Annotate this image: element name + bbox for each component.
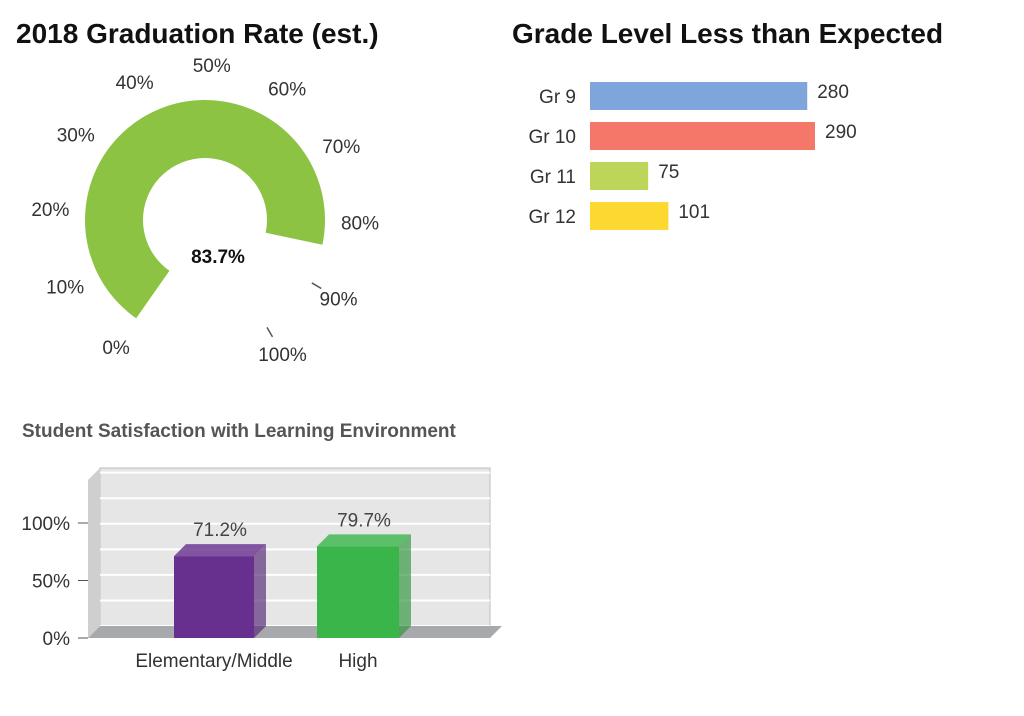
value-label: 101	[678, 202, 710, 223]
column-value-label: 79.7%	[337, 510, 391, 531]
category-label: Gr 12	[528, 207, 576, 228]
gauge-tick-label: 80%	[341, 214, 379, 235]
gauge-tick-mark	[311, 282, 322, 290]
category-label: Elementary/Middle	[135, 651, 292, 672]
column-front	[317, 546, 399, 638]
column-value-label: 71.2%	[193, 520, 247, 541]
satisfaction-bar-chart: 0% 50% 100% 71.2% Elementary/Middle 79.7% High	[21, 467, 502, 672]
grade-level-title: Grade Level Less than Expected	[512, 18, 944, 49]
graduation-rate-gauge: 0% 10% 20% 30% 40% 50% 60% 70% 80% 90% 100% 83.7%	[31, 56, 379, 366]
column-side	[399, 534, 411, 638]
bar	[590, 162, 649, 190]
grade-level-bar-chart: Gr 9 280 Gr 10 290 Gr 11 75 Gr 12 101	[528, 82, 857, 230]
plot-floor	[88, 626, 502, 638]
satisfaction-title: Student Satisfaction with Learning Envir…	[22, 421, 456, 442]
column-top	[174, 544, 266, 557]
column-top	[317, 534, 411, 547]
category-label: Gr 9	[539, 87, 576, 108]
y-tick-label: 0%	[43, 629, 71, 650]
gauge-tick-label: 60%	[268, 80, 306, 101]
column-front	[174, 556, 254, 638]
y-tick-label: 100%	[21, 514, 70, 535]
bar	[590, 202, 669, 230]
column-side	[254, 544, 266, 638]
gauge-tick-label: 70%	[322, 137, 360, 158]
gauge-value-label: 83.7%	[191, 247, 245, 268]
gauge-tick-label: 50%	[193, 56, 231, 77]
gauge-fill	[84, 100, 325, 319]
gauge-tick-label: 40%	[116, 73, 154, 94]
gauge-tick-label: 0%	[102, 338, 130, 359]
bar	[590, 82, 808, 110]
value-label: 290	[825, 122, 857, 143]
plot-back-wall	[99, 467, 491, 627]
category-label: Gr 11	[530, 167, 576, 188]
value-label: 75	[658, 162, 679, 183]
gauge-tick-label: 20%	[31, 200, 69, 221]
bar	[590, 122, 815, 150]
gauge-tick-label: 100%	[258, 345, 307, 366]
plot-left-wall	[88, 468, 100, 638]
gauge-tick-label: 90%	[320, 290, 358, 311]
graduation-rate-title: 2018 Graduation Rate (est.)	[16, 18, 379, 49]
category-label: Gr 10	[528, 127, 576, 148]
value-label: 280	[817, 82, 849, 103]
gauge-tick-label: 30%	[57, 125, 95, 146]
category-label: High	[338, 651, 377, 672]
gauge-tick-mark	[266, 327, 274, 338]
gauge-tick-label: 10%	[46, 278, 84, 299]
y-tick-label: 50%	[32, 572, 70, 593]
